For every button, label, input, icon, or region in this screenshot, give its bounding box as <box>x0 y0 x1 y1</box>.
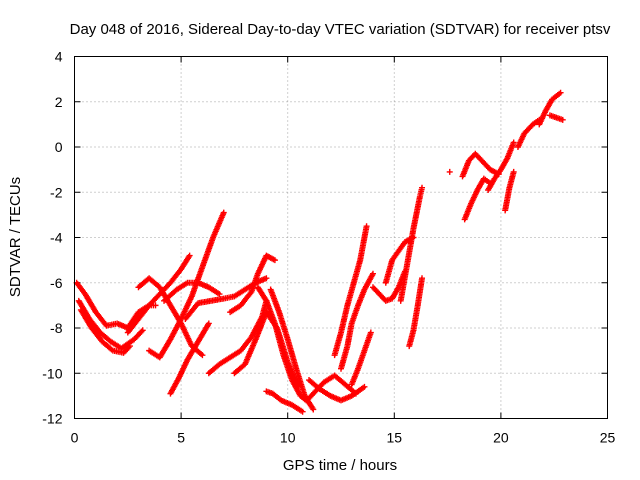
series-arc-29 <box>502 168 517 214</box>
series-arc-17 <box>306 377 368 404</box>
x-tick-label: 15 <box>387 430 403 446</box>
data-point <box>361 383 368 390</box>
y-tick-label: -12 <box>42 411 62 427</box>
data-point <box>152 302 159 309</box>
series-arc-15 <box>263 388 306 415</box>
data-point <box>363 223 370 230</box>
data-point <box>557 89 564 96</box>
series-arc-8 <box>167 320 212 397</box>
series-arc-26 <box>459 150 502 180</box>
series-arc-31 <box>536 89 564 128</box>
series-arc-32 <box>546 112 566 123</box>
x-axis-label: GPS time / hours <box>283 457 397 474</box>
y-tick-label: -4 <box>50 230 63 246</box>
data-point <box>446 168 453 175</box>
y-tick-label: -10 <box>42 365 62 381</box>
y-tick-label: 0 <box>55 139 63 155</box>
series-arc-4 <box>124 252 193 336</box>
data-point <box>263 275 270 282</box>
series-arc-3 <box>77 306 133 356</box>
series-arc-28 <box>485 139 517 193</box>
y-tick-label: 4 <box>55 49 63 65</box>
y-tick-label: -6 <box>50 275 63 291</box>
data-point <box>216 291 223 298</box>
data-point <box>199 352 206 359</box>
data-point <box>139 327 146 334</box>
data-point <box>186 252 193 259</box>
series-arc-18 <box>331 223 370 359</box>
series-arc-11 <box>227 252 278 316</box>
plot-frame <box>74 56 608 419</box>
data-point <box>367 329 374 336</box>
data-point <box>510 139 517 146</box>
x-tick-label: 10 <box>280 430 296 446</box>
series-arc-13 <box>254 284 313 406</box>
series-arc-1 <box>73 279 159 331</box>
series-arc-7 <box>161 279 223 304</box>
series-arc-14 <box>267 286 317 413</box>
y-axis-label: SDTVAR / TECUs <box>7 177 24 297</box>
data-point <box>419 184 426 191</box>
series-arc-16 <box>303 372 359 404</box>
x-tick-label: 0 <box>71 430 79 446</box>
data-points <box>73 89 566 415</box>
data-point <box>299 408 306 415</box>
y-tick-label: 2 <box>55 94 63 110</box>
data-point <box>369 270 376 277</box>
y-tick-label: -8 <box>50 320 63 336</box>
data-point <box>126 343 133 350</box>
x-tick-label: 25 <box>600 430 616 446</box>
data-point <box>419 275 426 282</box>
series-arc-6 <box>146 209 227 361</box>
series-arc-20 <box>348 329 374 388</box>
data-point <box>271 257 278 264</box>
data-point-fill <box>138 328 145 335</box>
data-point <box>220 209 227 216</box>
x-tick-label: 5 <box>177 430 185 446</box>
data-point <box>205 320 212 327</box>
series-arc-23 <box>397 184 426 304</box>
y-tick-label: -2 <box>50 184 63 200</box>
x-tick-label: 20 <box>493 430 509 446</box>
data-point <box>510 168 517 175</box>
data-point <box>559 116 566 123</box>
series-arc-27 <box>461 175 494 223</box>
axis-ticks: 0 5 10 15 20 25 -12 -10 -8 -6 -4 -2 0 2 4 <box>42 49 615 446</box>
data-point <box>310 406 317 413</box>
series-arc-25 <box>446 168 453 175</box>
series-arc-19 <box>338 270 376 372</box>
series-arc-24 <box>406 275 426 350</box>
chart-title: Day 048 of 2016, Sidereal Day-to-day VTE… <box>70 21 611 38</box>
